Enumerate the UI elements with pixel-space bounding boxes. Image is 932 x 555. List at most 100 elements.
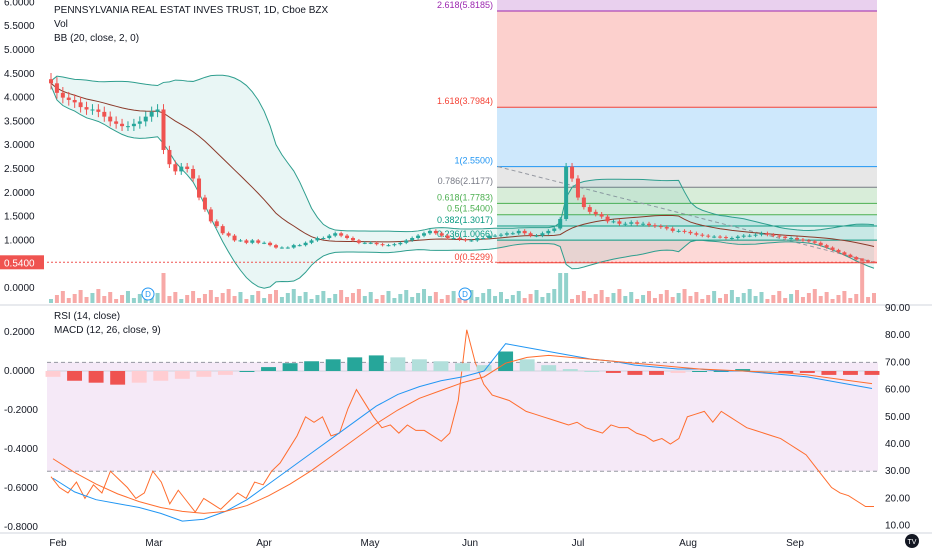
candle: [735, 236, 740, 239]
candle: [137, 121, 142, 124]
candle: [670, 228, 675, 231]
macd-histogram-bar: [88, 371, 104, 383]
macd-histogram-bar: [174, 371, 190, 379]
volume-bar: [273, 290, 278, 303]
candle: [380, 244, 385, 246]
candle: [297, 245, 302, 247]
macd-histogram-bar: [605, 371, 621, 373]
candle: [386, 245, 391, 247]
volume-bar: [416, 293, 421, 303]
price-axis-tick: 3.0000: [4, 140, 35, 151]
volume-bar: [131, 298, 136, 303]
volume-bar: [647, 291, 652, 303]
volume-bar: [356, 289, 361, 303]
candle: [422, 233, 427, 236]
macd-histogram-bar: [735, 369, 751, 371]
indicator-macd[interactable]: MACD (12, 26, close, 9): [54, 325, 161, 336]
volume-bar: [350, 293, 355, 303]
volume-bar: [368, 292, 373, 303]
macd-histogram-bar: [304, 361, 320, 371]
indicator-vol[interactable]: Vol: [54, 19, 68, 30]
candle: [789, 238, 794, 240]
price-axis-tick: 1.5000: [4, 212, 35, 223]
volume-bar: [345, 297, 350, 303]
candle: [285, 247, 290, 249]
volume-bar: [765, 299, 770, 303]
volume-bar: [238, 292, 243, 303]
rsi-band-fill: [47, 362, 878, 472]
candle: [321, 238, 326, 240]
candle: [611, 221, 616, 223]
volume-bar: [866, 297, 871, 303]
time-axis-tick: Apr: [256, 538, 272, 549]
fib-zone: [497, 166, 877, 188]
candle: [824, 245, 829, 248]
candle: [605, 216, 610, 222]
candle: [66, 97, 71, 100]
macd-histogram-bar: [778, 371, 794, 373]
candle: [540, 233, 545, 236]
candle: [131, 123, 136, 127]
volume-bar: [836, 295, 841, 303]
candle: [451, 238, 456, 240]
volume-bar: [291, 289, 296, 303]
volume-bar: [214, 297, 219, 303]
candle: [143, 116, 148, 122]
volume-bar: [581, 291, 586, 303]
volume-bar: [179, 299, 184, 303]
candle: [558, 218, 563, 229]
volume-bar: [723, 294, 728, 303]
volume-bar: [498, 292, 503, 303]
candle: [700, 234, 705, 236]
price-axis-tick: 3.5000: [4, 116, 35, 127]
candle: [629, 222, 634, 224]
volume-bar: [268, 294, 273, 303]
macd-histogram-bar: [649, 371, 664, 375]
price-axis-tick: 1.0000: [4, 235, 35, 246]
volume-bar: [90, 293, 95, 303]
candle: [564, 166, 569, 219]
volume-bar: [279, 297, 284, 303]
chart-title[interactable]: PENNSYLVANIA REAL ESTAT INVES TRUST, 1D,…: [54, 5, 329, 16]
dividend-marker[interactable]: [458, 287, 472, 301]
candle: [575, 178, 580, 198]
candle: [872, 261, 876, 263]
candle: [587, 207, 592, 212]
volume-bar: [114, 299, 119, 303]
candle: [694, 233, 699, 235]
indicator-bb[interactable]: BB (20, close, 2, 0): [54, 33, 140, 44]
volume-bar: [404, 290, 409, 303]
candle: [191, 169, 196, 179]
indicator-rsi[interactable]: RSI (14, close): [54, 311, 121, 322]
candle: [848, 254, 853, 258]
volume-bar: [611, 293, 616, 303]
candle: [416, 235, 421, 239]
candle: [404, 240, 409, 243]
logo-circle: [905, 534, 919, 548]
volume-bar: [285, 293, 290, 303]
candle: [427, 230, 432, 234]
candle: [463, 239, 468, 241]
volume-bar: [641, 295, 646, 303]
dividend-marker[interactable]: [141, 287, 155, 301]
time-axis-tick: May: [361, 538, 380, 549]
candle: [155, 109, 160, 112]
volume-bar: [599, 290, 604, 303]
candle: [232, 235, 237, 241]
candle: [800, 239, 805, 241]
bb-basis-line: [50, 82, 875, 248]
candle: [120, 123, 125, 127]
price-axis-tick: 4.0000: [4, 93, 35, 104]
candle: [830, 247, 835, 250]
volume-bar: [777, 291, 782, 303]
volume-bar: [232, 296, 237, 303]
tradingview-logo: TV: [905, 534, 919, 548]
candle: [339, 233, 344, 236]
volume-bar: [197, 298, 202, 303]
candle: [102, 111, 107, 117]
candle: [173, 164, 178, 172]
macd-histogram-bar: [692, 371, 708, 372]
macd-histogram-bar: [562, 369, 578, 371]
